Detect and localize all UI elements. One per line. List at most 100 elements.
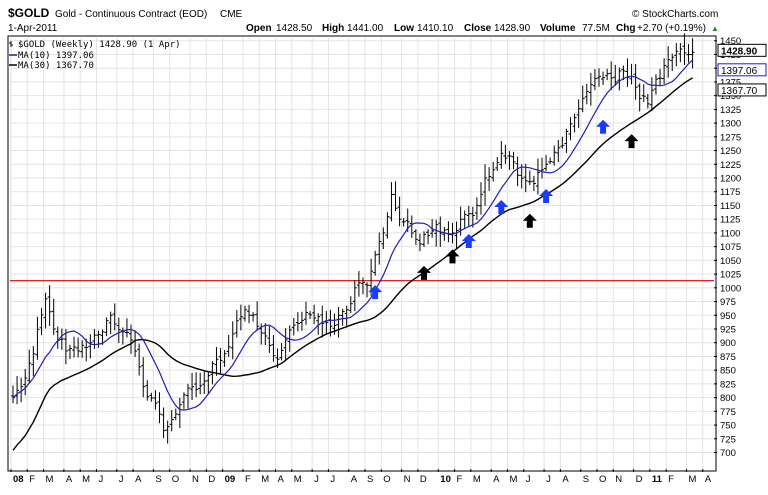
x-tick-label: M	[82, 474, 90, 485]
x-tick-label: M	[261, 474, 269, 485]
ma30-line	[12, 77, 693, 451]
ma30-tag: 1367.70	[721, 86, 758, 97]
ma30-tag-box	[717, 83, 767, 97]
open-label: Open	[246, 23, 272, 34]
y-tick-label: 725	[720, 434, 736, 445]
y-tick-label: 1200	[720, 174, 741, 185]
x-tick-label: N	[192, 474, 199, 485]
symbol-title: $GOLD	[8, 6, 50, 20]
x-tick-label: A	[493, 474, 500, 485]
low-label: Low	[394, 23, 414, 34]
copyright-label[interactable]: © StockCharts.com	[632, 9, 718, 20]
blue-up-arrow-icon	[596, 119, 611, 134]
ma10-line	[12, 59, 694, 411]
x-tick-label: F	[245, 474, 251, 485]
black-up-arrow-icon	[445, 249, 460, 264]
ma10-tag: 1397.06	[721, 66, 758, 77]
x-tick-label: D	[208, 474, 215, 485]
x-tick-label: J	[546, 474, 551, 485]
x-tick-label: S	[155, 474, 161, 485]
chg-up-icon: ▲	[711, 24, 719, 33]
x-tick-label: M	[46, 474, 54, 485]
y-tick-label: 975	[720, 297, 736, 308]
blue-up-arrow-icon	[461, 234, 476, 249]
ma10-tag-box	[717, 63, 767, 77]
x-tick-label: O	[599, 474, 606, 485]
y-tick-label: 750	[720, 421, 736, 432]
ohlc-bars	[11, 33, 695, 444]
y-tick-label: 1075	[720, 242, 741, 253]
y-tick-label: 1125	[720, 215, 740, 226]
signal-arrows	[368, 119, 639, 300]
blue-up-arrow-icon	[494, 199, 509, 214]
legend: $GOLD (Weekly) 1428.90 (1 Apr) MA(10) 13…	[9, 40, 181, 71]
y-tick-label: 950	[720, 311, 736, 322]
x-tick-label: M	[689, 474, 697, 485]
x-tick-label: A	[66, 474, 73, 485]
x-tick-label: J	[119, 474, 124, 485]
y-tick-label: 700	[720, 448, 736, 459]
x-axis: 08 F M A M J J A S O N D 09 F M A M J J A S O N D 10 F M A M J J A S O N D 1…	[10, 469, 712, 485]
close-label: Close	[464, 23, 492, 34]
x-tick-label: O	[172, 474, 179, 485]
last-value-tags: 1428.90 1397.06 1367.70	[717, 43, 767, 97]
y-tick-label: 1225	[720, 160, 741, 171]
x-tick-label: D	[636, 474, 643, 485]
open-value: 1428.50	[276, 23, 313, 34]
x-tick-label: N	[404, 474, 411, 485]
x-tick-label: D	[420, 474, 427, 485]
x-tick-label: N	[615, 474, 622, 485]
black-up-arrow-icon	[522, 213, 537, 228]
y-tick-label: 900	[720, 338, 736, 349]
y-tick-label: 1150	[720, 201, 740, 212]
y-tick-label: 1325	[720, 105, 741, 116]
x-tick-label: A	[135, 474, 142, 485]
y-tick-label: 1350	[720, 91, 741, 102]
y-tick-label: 1275	[720, 132, 741, 143]
price-tag: 1428.90	[721, 46, 758, 57]
x-tick-label: J	[98, 474, 103, 485]
y-tick-label: 1375	[720, 77, 741, 88]
contract-description: Gold - Continuous Contract (EOD)	[55, 9, 207, 20]
blue-up-arrow-icon	[368, 285, 383, 300]
x-tick-label: 08	[13, 474, 24, 485]
x-tick-label: 11	[652, 474, 663, 485]
y-tick-label: 825	[720, 379, 736, 390]
blue-up-arrow-icon	[539, 188, 554, 203]
x-tick-label: F	[457, 474, 463, 485]
x-tick-label: J	[314, 474, 319, 485]
y-tick-label: 775	[720, 407, 736, 418]
y-tick-label: 1025	[720, 270, 741, 281]
x-tick-label: A	[705, 474, 712, 485]
x-tick-label: A	[278, 474, 285, 485]
x-tick-label: F	[668, 474, 674, 485]
plot-area	[7, 35, 717, 472]
x-tick-label: M	[509, 474, 517, 485]
chg-label: Chg	[616, 23, 635, 34]
x-tick-label: M	[473, 474, 481, 485]
exchange-label: CME	[220, 9, 243, 20]
x-tick-label: F	[29, 474, 35, 485]
black-up-arrow-icon	[417, 265, 432, 280]
y-tick-label: 1250	[720, 146, 741, 157]
black-up-arrow-icon	[624, 134, 639, 149]
chg-value: +2.70 (+0.19%)	[637, 23, 706, 34]
x-gridlines	[10, 38, 704, 469]
y-tick-label: 800	[720, 393, 736, 404]
x-tick-label: S	[583, 474, 589, 485]
x-tick-label: A	[351, 474, 358, 485]
x-tick-label: A	[562, 474, 569, 485]
volume-value: 77.5M	[582, 23, 610, 34]
price-tag-box	[717, 43, 767, 57]
high-value: 1441.00	[347, 23, 384, 34]
chart-date: 1-Apr-2011	[8, 23, 58, 34]
low-value: 1410.10	[417, 23, 454, 34]
legend-ma30: MA(30) 1367.70	[18, 61, 94, 71]
y-axis: 700 725 750 775 800 825 850 875 900 925 950 975 1000…	[714, 36, 741, 459]
x-tick-label: J	[330, 474, 335, 485]
legend-price-icon	[9, 41, 13, 47]
y-tick-label: 1050	[720, 256, 741, 267]
x-tick-label: 10	[440, 474, 451, 485]
x-tick-label: 09	[225, 474, 236, 485]
